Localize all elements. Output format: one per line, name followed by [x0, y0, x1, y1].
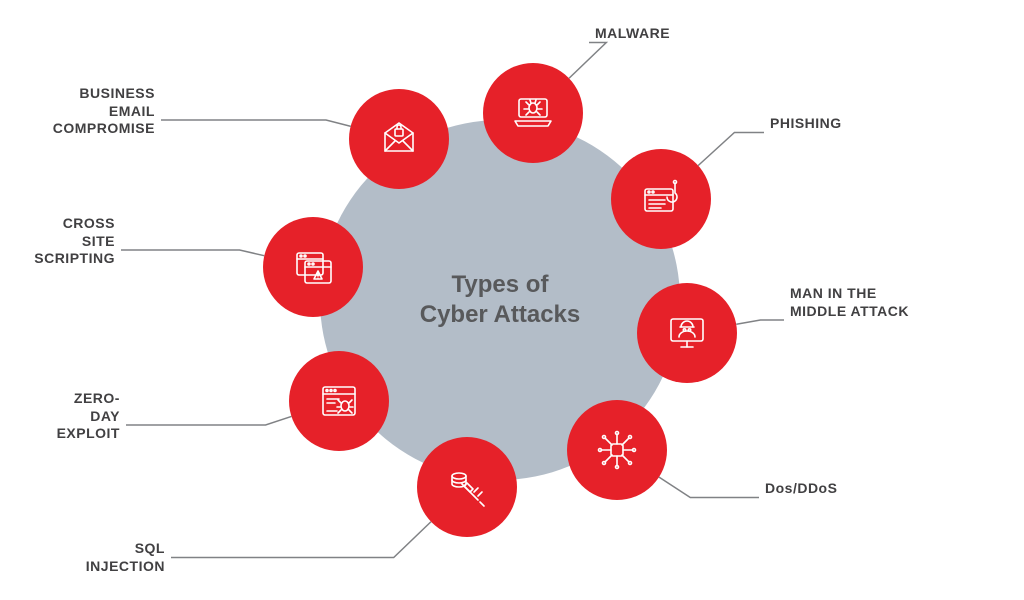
ddos-icon [591, 424, 643, 476]
node-zeroday [289, 351, 389, 451]
node-phishing [611, 149, 711, 249]
label-xss: CROSS SITESCRIPTING [28, 215, 115, 268]
phishing-icon [635, 173, 687, 225]
label-bec: BUSINESS EMAILCOMPROMISE [33, 85, 155, 138]
node-bec [349, 89, 449, 189]
malware-icon [507, 87, 559, 139]
mitm-icon [661, 307, 713, 359]
diagram-title: Types of Cyber Attacks [420, 270, 581, 330]
label-ddos: Dos/DDoS [765, 480, 837, 498]
zeroday-icon [313, 375, 365, 427]
node-sqli [417, 437, 517, 537]
label-mitm: MAN IN THEMIDDLE ATTACK [790, 285, 909, 320]
node-malware [483, 63, 583, 163]
node-ddos [567, 400, 667, 500]
label-phishing: PHISHING [770, 115, 842, 133]
bec-icon [373, 113, 425, 165]
label-sqli: SQL INJECTION [52, 540, 165, 575]
node-mitm [637, 283, 737, 383]
label-zeroday: ZERO-DAYEXPLOIT [51, 390, 120, 443]
node-xss [263, 217, 363, 317]
title-line-2: Cyber Attacks [420, 300, 581, 330]
label-malware: MALWARE [595, 25, 670, 43]
sqli-icon [441, 461, 493, 513]
title-line-1: Types of [420, 270, 581, 300]
xss-icon [287, 241, 339, 293]
